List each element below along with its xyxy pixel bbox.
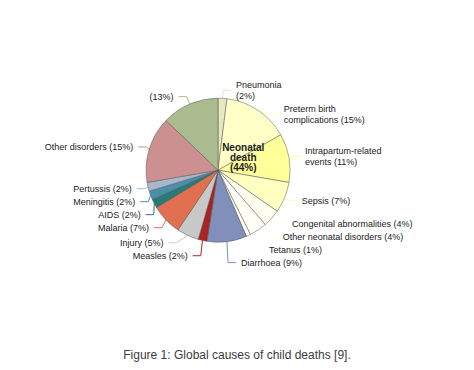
svg-text:Preterm birth: Preterm birth	[284, 104, 336, 114]
svg-text:Neonatal: Neonatal	[222, 141, 265, 153]
svg-text:(44%): (44%)	[230, 162, 257, 173]
svg-text:events (11%): events (11%)	[305, 157, 357, 167]
svg-text:Other neonatal disorders (4%): Other neonatal disorders (4%)	[283, 232, 404, 242]
svg-text:Intrapartum-related: Intrapartum-related	[305, 146, 382, 156]
svg-text:Pneumonia: Pneumonia	[236, 80, 282, 90]
svg-text:death: death	[229, 151, 257, 163]
svg-text:Sepsis (7%): Sepsis (7%)	[302, 196, 351, 206]
svg-text:Injury (5%): Injury (5%)	[120, 238, 164, 248]
svg-text:AIDS (2%): AIDS (2%)	[98, 210, 141, 220]
svg-text:(2%): (2%)	[236, 91, 255, 101]
svg-text:Malaria (7%): Malaria (7%)	[98, 223, 149, 233]
svg-text:Diarrhoea (9%): Diarrhoea (9%)	[241, 258, 302, 268]
svg-text:Pertussis (2%): Pertussis (2%)	[73, 184, 132, 194]
svg-text:Tetanus (1%): Tetanus (1%)	[269, 245, 322, 255]
svg-text:Measles (2%): Measles (2%)	[133, 251, 188, 261]
svg-text:complications (15%): complications (15%)	[284, 115, 365, 125]
svg-text:Meningitis (2%): Meningitis (2%)	[73, 197, 135, 207]
svg-text:Congenital abnormalities (4%): Congenital abnormalities (4%)	[292, 219, 413, 229]
svg-text:Figure 1: Global causes of chi: Figure 1: Global causes of child deaths …	[123, 348, 350, 362]
svg-text:Other disorders (15%): Other disorders (15%)	[45, 142, 134, 152]
svg-text:(13%): (13%)	[150, 92, 174, 102]
